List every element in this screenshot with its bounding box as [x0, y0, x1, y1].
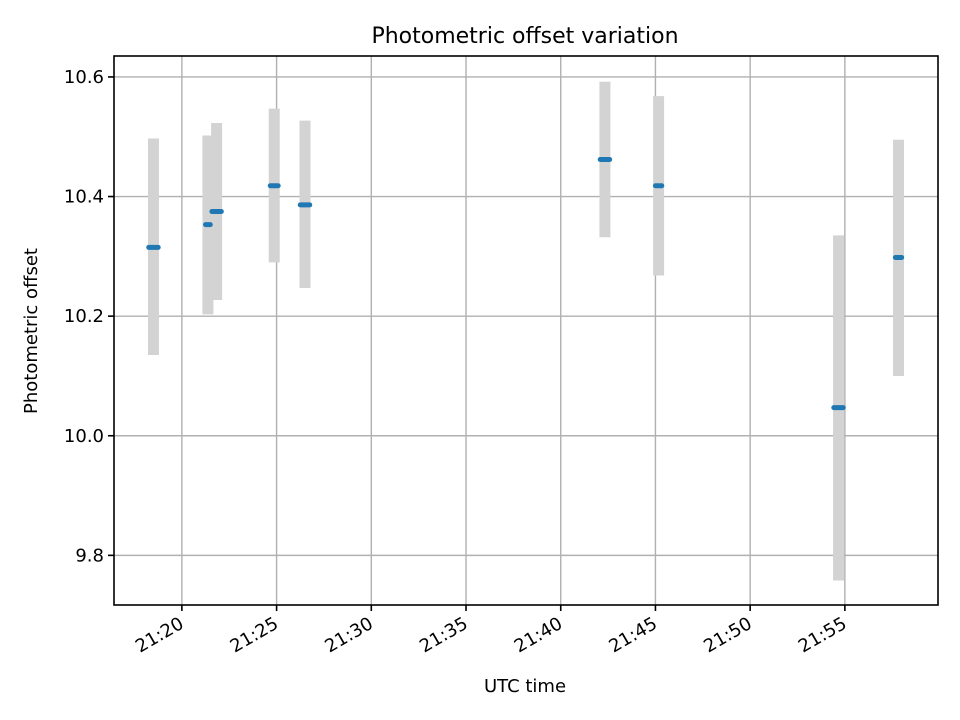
x-tick-label: 21:55 — [795, 613, 850, 657]
y-tick-label: 10.6 — [64, 67, 104, 88]
x-tick-label: 21:35 — [416, 613, 471, 657]
x-tick-label: 21:20 — [132, 613, 187, 657]
x-tick-label: 21:40 — [511, 613, 566, 657]
y-tick-label: 10.0 — [64, 426, 104, 447]
chart-title: Photometric offset variation — [371, 24, 678, 49]
x-tick-label: 21:45 — [606, 613, 661, 657]
y-tick-label: 9.8 — [75, 545, 104, 566]
y-tick-label: 10.2 — [64, 306, 104, 327]
x-tick-label: 21:30 — [321, 613, 376, 657]
y-axis-label: Photometric offset — [21, 248, 42, 414]
error-bars — [147, 81, 905, 581]
x-tick-label: 21:50 — [700, 613, 755, 657]
x-tick-label: 21:25 — [227, 613, 282, 657]
data-points — [146, 156, 905, 411]
grid — [114, 56, 938, 605]
plot-frame — [113, 55, 939, 606]
x-axis-label: UTC time — [484, 676, 566, 697]
y-tick-label: 10.4 — [64, 187, 104, 208]
